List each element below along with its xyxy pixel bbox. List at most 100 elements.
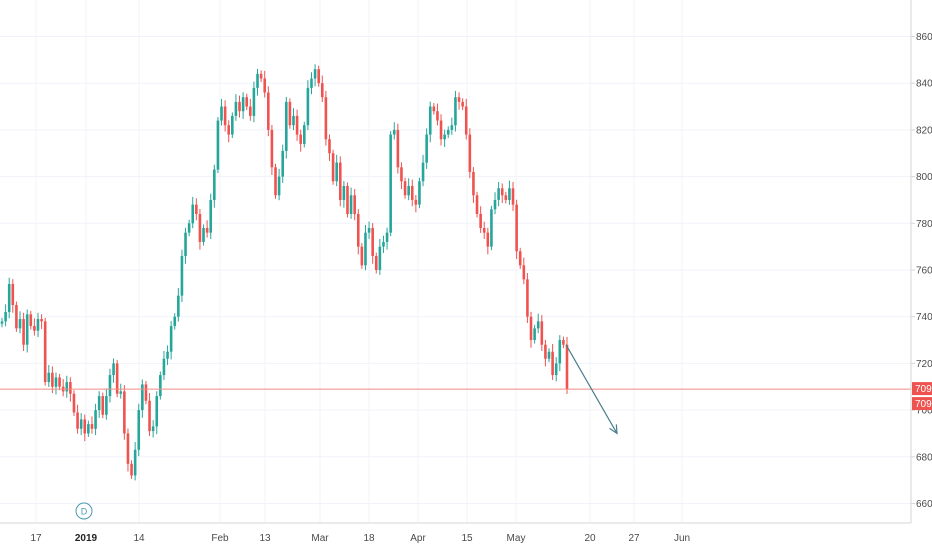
candle-body xyxy=(486,232,490,247)
y-tick-label: 820 xyxy=(916,125,932,136)
candle-body xyxy=(108,375,112,397)
candle-body xyxy=(410,185,414,200)
candle-body xyxy=(526,279,529,317)
candle xyxy=(313,64,317,87)
candle xyxy=(518,247,522,269)
candle-body xyxy=(83,419,87,434)
candle-body xyxy=(159,375,162,397)
candle-body xyxy=(97,396,101,411)
candle-body xyxy=(396,129,400,168)
candle xyxy=(299,129,302,152)
candle xyxy=(241,92,245,119)
candle-body xyxy=(497,188,500,200)
candle-body xyxy=(119,391,123,394)
candle-body xyxy=(123,391,126,434)
candle xyxy=(101,392,105,419)
candle xyxy=(238,95,241,118)
candle-body xyxy=(40,319,43,322)
candle-body xyxy=(256,73,259,88)
candle xyxy=(209,193,213,239)
candle-body xyxy=(367,227,371,233)
candle-body xyxy=(277,176,281,196)
candle-body xyxy=(320,83,324,98)
candle-body xyxy=(554,363,558,376)
candle-body xyxy=(252,87,256,116)
candle xyxy=(274,163,277,199)
x-tick-label: 13 xyxy=(259,533,271,544)
candle xyxy=(374,252,378,274)
candle-body xyxy=(245,97,249,107)
candle xyxy=(256,68,259,96)
trend-arrow[interactable] xyxy=(565,344,618,435)
trend-arrow-head[interactable] xyxy=(609,424,618,435)
candle xyxy=(169,321,173,360)
candle xyxy=(551,344,554,380)
candle-body xyxy=(533,328,536,341)
candle-body xyxy=(511,188,515,205)
trend-arrow-line[interactable] xyxy=(565,344,618,434)
candle-body xyxy=(508,188,511,200)
candle xyxy=(353,188,356,221)
candle xyxy=(40,314,43,330)
candle-body xyxy=(90,424,94,429)
candle xyxy=(65,375,69,398)
candle xyxy=(191,196,195,229)
candle-body xyxy=(540,321,544,345)
candle-body xyxy=(126,433,130,464)
candle xyxy=(342,181,346,208)
candle xyxy=(234,94,238,121)
candle xyxy=(349,187,353,219)
annotation-layer[interactable] xyxy=(565,344,618,435)
candle-body xyxy=(0,321,4,324)
candle-body xyxy=(263,78,267,93)
candle-body xyxy=(11,284,15,306)
event-marker[interactable]: D xyxy=(75,502,93,520)
candle-body xyxy=(518,251,522,266)
candle xyxy=(472,167,475,203)
candle-body xyxy=(166,351,169,359)
y-tick-label: 860 xyxy=(916,32,932,43)
candle-body xyxy=(504,195,508,200)
candle-body xyxy=(414,199,418,205)
candle xyxy=(126,428,130,472)
candle-body xyxy=(450,125,454,130)
price-label: 709 xyxy=(912,382,932,396)
candle xyxy=(43,317,47,386)
candle-body xyxy=(274,167,277,196)
candle xyxy=(396,123,400,174)
candle xyxy=(360,243,364,269)
candle xyxy=(511,181,515,211)
candle-body xyxy=(144,384,148,401)
candle xyxy=(371,223,374,264)
price-axis[interactable]: 660 680 700 720 740 760 780 800 820 840 860 xyxy=(911,32,932,510)
candle xyxy=(346,182,349,218)
x-tick-label: 20 xyxy=(584,533,596,544)
candle xyxy=(504,191,508,204)
price-label-bg xyxy=(912,382,932,396)
candle-body xyxy=(306,87,310,126)
candle-body xyxy=(76,412,79,429)
candle-body xyxy=(374,255,378,270)
candle xyxy=(479,206,482,233)
candle xyxy=(187,219,191,237)
dividend-marker-circle[interactable] xyxy=(75,502,93,520)
candle-body xyxy=(295,115,299,135)
candle-body xyxy=(284,101,288,151)
candle xyxy=(133,442,137,481)
candle xyxy=(195,198,198,221)
candle xyxy=(475,191,479,218)
x-tick-label: 17 xyxy=(30,533,42,544)
candle xyxy=(18,311,22,334)
candle-body xyxy=(249,106,252,116)
candle-body xyxy=(292,115,295,126)
candle xyxy=(403,177,407,199)
candle xyxy=(425,128,428,169)
x-tick-label: Jun xyxy=(674,533,690,544)
candle-body xyxy=(43,321,47,383)
dividend-marker[interactable]: D xyxy=(75,502,93,520)
y-tick-label: 700 xyxy=(916,406,932,417)
time-axis[interactable]: 17 2019 14 Feb 13 Mar 18 Apr 15 May 20 27 Jun xyxy=(30,533,690,544)
candle-body xyxy=(29,314,33,327)
candle-body xyxy=(482,227,486,233)
